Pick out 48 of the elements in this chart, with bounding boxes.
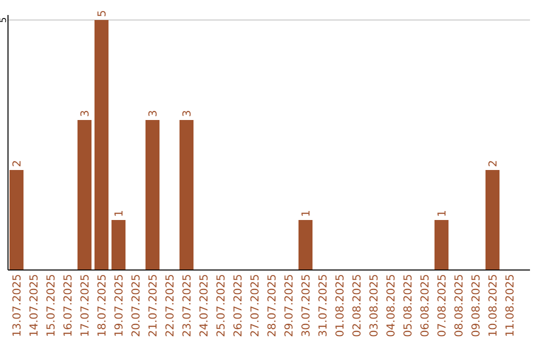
x-tick-label: 28.07.2025 [266,274,278,337]
x-tick-label: 03.08.2025 [368,274,380,337]
x-tick-label: 20.07.2025 [130,274,142,337]
bar [486,170,500,270]
bar [146,120,160,270]
data-label: 1 [300,210,312,217]
x-tick-label: 31.07.2025 [316,274,330,337]
data-label: 1 [436,210,448,217]
data-label: 3 [180,110,194,117]
x-tick-label: 07.08.2025 [436,274,448,337]
x-tick-label: 06.08.2025 [418,274,432,337]
x-tick-label: 08.08.2025 [452,274,466,337]
x-tick-label: 24.07.2025 [198,274,210,337]
x-tick-label: 09.08.2025 [470,274,482,337]
x-tick-label: 17.07.2025 [78,274,92,337]
x-tick-label: 30.07.2025 [300,274,312,337]
data-label: 3 [78,110,92,117]
x-tick-label: 16.07.2025 [62,274,74,337]
data-label: 5 [96,10,108,17]
x-tick-label: 14.07.2025 [28,274,40,337]
x-tick-label: 19.07.2025 [112,274,126,337]
x-tick-label: 23.07.2025 [180,274,194,337]
x-tick-label: 01.08.2025 [334,274,346,337]
data-label: 2 [10,160,24,167]
data-label: 3 [146,110,160,117]
bar [434,220,448,270]
bar [78,120,92,270]
bar [298,220,312,270]
x-tick-label: 02.08.2025 [350,274,364,337]
x-tick-label: 21.07.2025 [146,274,160,337]
bar [10,170,24,270]
bar [112,220,126,270]
x-tick-label: 11.08.2025 [504,274,516,337]
data-label: 1 [112,210,126,217]
x-tick-label: 05.08.2025 [402,274,414,337]
x-tick-label: 27.07.2025 [248,274,262,337]
x-tick-label: 15.07.2025 [44,274,58,337]
x-tick-label: 13.07.2025 [10,274,24,337]
x-tick-label: 04.08.2025 [384,274,398,337]
x-tick-label: 25.07.2025 [214,274,228,337]
x-tick-label: 29.07.2025 [282,274,296,337]
data-label: 2 [486,160,500,167]
x-tick-label: 26.07.2025 [232,274,244,337]
x-tick-label: 22.07.2025 [164,274,176,337]
x-tick-label: 10.08.2025 [486,274,500,337]
bar [94,20,108,270]
x-tick-label: 18.07.2025 [96,274,108,337]
bar [180,120,194,270]
